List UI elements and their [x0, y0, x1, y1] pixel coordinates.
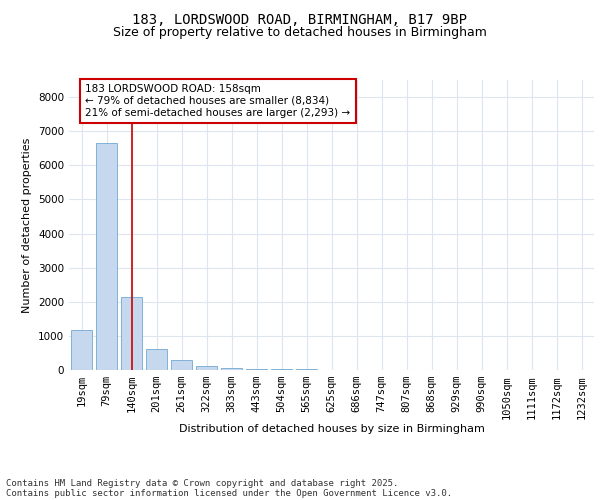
Bar — [196, 366, 217, 370]
Text: Size of property relative to detached houses in Birmingham: Size of property relative to detached ho… — [113, 26, 487, 39]
Text: Contains public sector information licensed under the Open Government Licence v3: Contains public sector information licen… — [6, 488, 452, 498]
Bar — [146, 349, 167, 370]
Bar — [71, 330, 92, 370]
Y-axis label: Number of detached properties: Number of detached properties — [22, 138, 32, 312]
Bar — [296, 369, 317, 370]
Text: 183 LORDSWOOD ROAD: 158sqm
← 79% of detached houses are smaller (8,834)
21% of s: 183 LORDSWOOD ROAD: 158sqm ← 79% of deta… — [85, 84, 350, 117]
Text: 183, LORDSWOOD ROAD, BIRMINGHAM, B17 9BP: 183, LORDSWOOD ROAD, BIRMINGHAM, B17 9BP — [133, 12, 467, 26]
Bar — [121, 296, 142, 370]
Bar — [246, 368, 267, 370]
Bar — [271, 369, 292, 370]
Bar — [96, 143, 117, 370]
X-axis label: Distribution of detached houses by size in Birmingham: Distribution of detached houses by size … — [179, 424, 484, 434]
Bar — [221, 368, 242, 370]
Text: Contains HM Land Registry data © Crown copyright and database right 2025.: Contains HM Land Registry data © Crown c… — [6, 478, 398, 488]
Bar — [171, 360, 192, 370]
